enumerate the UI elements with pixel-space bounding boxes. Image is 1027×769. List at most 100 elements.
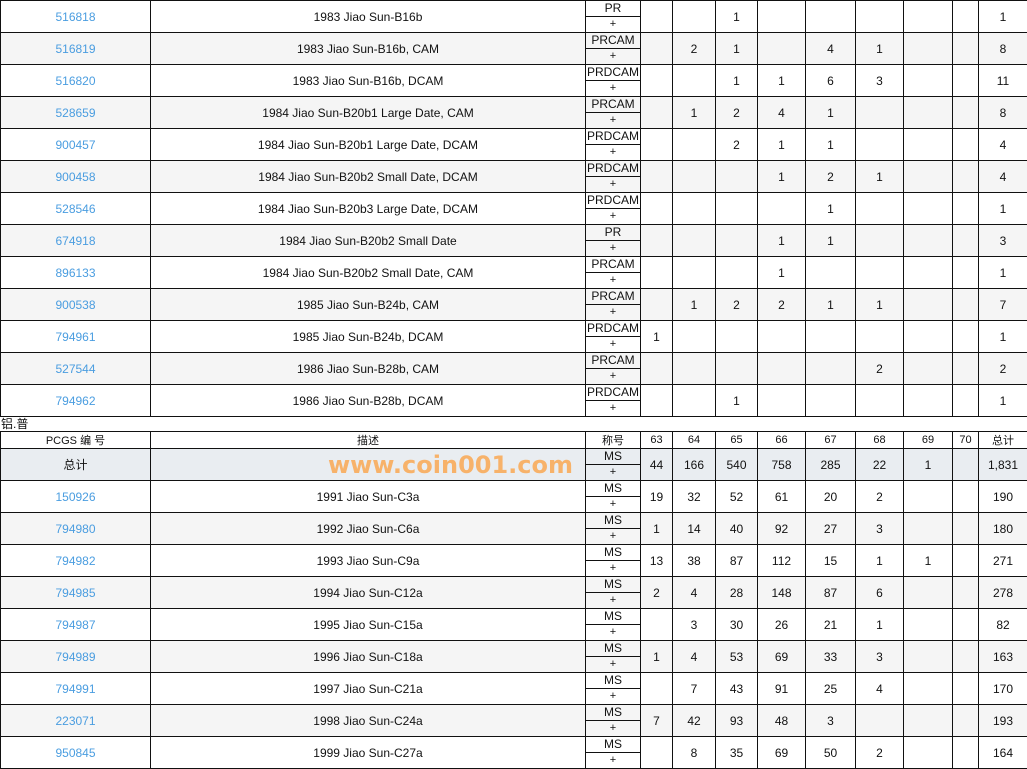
- grade-count-cell: [673, 321, 716, 353]
- designation-label: PRDCAM: [586, 161, 640, 177]
- description-cell: 1984 Jiao Sun-B20b2 Small Date: [151, 225, 586, 257]
- description-cell: 1986 Jiao Sun-B28b, CAM: [151, 353, 586, 385]
- pcgs-number-link[interactable]: 516818: [55, 10, 95, 24]
- pcgs-number-link[interactable]: 896133: [55, 266, 95, 280]
- grade-count-cell: 92: [758, 513, 806, 545]
- pcgs-number-link[interactable]: 900538: [55, 298, 95, 312]
- total-cell: 164: [979, 737, 1027, 769]
- grade-count-cell: [758, 33, 806, 65]
- designation-label: MS: [586, 609, 640, 625]
- grade-count-cell: [904, 705, 953, 737]
- pcgs-number-link[interactable]: 794982: [55, 554, 95, 568]
- grade-count-cell: [904, 193, 953, 225]
- pcgs-number-link[interactable]: 150926: [55, 490, 95, 504]
- pcgs-number-cell: 794982: [1, 545, 151, 577]
- grade-count-cell: [758, 321, 806, 353]
- grade-count-cell: 3: [856, 513, 904, 545]
- plus-label: +: [586, 497, 640, 512]
- grade-count-cell: [904, 161, 953, 193]
- grade-count-cell: 1: [758, 129, 806, 161]
- total-cell: 82: [979, 609, 1027, 641]
- designation-cell: PRDCAM+: [586, 161, 641, 193]
- grade-count-cell: [758, 193, 806, 225]
- pcgs-number-link[interactable]: 516819: [55, 42, 95, 56]
- pcgs-number-link[interactable]: 794991: [55, 682, 95, 696]
- grade-count-cell: 1: [856, 33, 904, 65]
- grade-count-cell: [953, 193, 979, 225]
- grade-count-cell: 14: [673, 513, 716, 545]
- pcgs-number-link[interactable]: 223071: [55, 714, 95, 728]
- grade-count-cell: [953, 577, 979, 609]
- plus-label: +: [586, 17, 640, 32]
- pcgs-number-link[interactable]: 527544: [55, 362, 95, 376]
- pcgs-number-link[interactable]: 516820: [55, 74, 95, 88]
- pcgs-number-link[interactable]: 900457: [55, 138, 95, 152]
- pcgs-number-link[interactable]: 900458: [55, 170, 95, 184]
- plus-label: +: [586, 49, 640, 64]
- designation-cell: MS+: [586, 545, 641, 577]
- grade-count-cell: [641, 225, 673, 257]
- header-desig: 称号: [586, 432, 641, 449]
- grade-count-cell: 1: [716, 65, 758, 97]
- plus-label: +: [586, 113, 640, 128]
- grade-count-cell: [806, 257, 856, 289]
- header-grade: 70: [953, 432, 979, 449]
- grade-count-cell: [641, 161, 673, 193]
- grade-count-cell: [716, 257, 758, 289]
- header-grade: 63: [641, 432, 673, 449]
- pcgs-number-link[interactable]: 794987: [55, 618, 95, 632]
- pcgs-number-link[interactable]: 674918: [55, 234, 95, 248]
- pcgs-number-cell: 950845: [1, 737, 151, 769]
- grade-count-cell: 1: [758, 65, 806, 97]
- pcgs-number-link[interactable]: 794980: [55, 522, 95, 536]
- grade-count-cell: [953, 161, 979, 193]
- pcgs-number-link[interactable]: 528546: [55, 202, 95, 216]
- grade-count-cell: 1: [641, 513, 673, 545]
- pcgs-number-link[interactable]: 950845: [55, 746, 95, 760]
- grade-count-cell: [904, 321, 953, 353]
- pcgs-number-link[interactable]: 794989: [55, 650, 95, 664]
- grade-count-cell: 1: [806, 129, 856, 161]
- header-pcgs: PCGS 编 号: [1, 432, 151, 449]
- designation-cell: PRDCAM+: [586, 385, 641, 417]
- plus-label: +: [586, 465, 640, 480]
- pcgs-number-cell: 900458: [1, 161, 151, 193]
- pcgs-number-link[interactable]: 528659: [55, 106, 95, 120]
- grade-count-cell: [904, 1, 953, 33]
- grade-count-cell: [641, 385, 673, 417]
- grade-count-cell: 35: [716, 737, 758, 769]
- grade-count-cell: 1: [904, 449, 953, 481]
- plus-label: +: [586, 369, 640, 384]
- grade-count-cell: [856, 257, 904, 289]
- pcgs-number-link[interactable]: 794985: [55, 586, 95, 600]
- grade-count-cell: 33: [806, 641, 856, 673]
- grade-count-cell: 2: [673, 33, 716, 65]
- grade-count-cell: 42: [673, 705, 716, 737]
- grade-count-cell: 87: [806, 577, 856, 609]
- grade-count-cell: 3: [806, 705, 856, 737]
- plus-label: +: [586, 593, 640, 608]
- designation-label: MS: [586, 449, 640, 465]
- grade-count-cell: 43: [716, 673, 758, 705]
- total-cell: 3: [979, 225, 1027, 257]
- description-cell: 1993 Jiao Sun-C9a: [151, 545, 586, 577]
- designation-label: PRDCAM: [586, 321, 640, 337]
- pcgs-number-cell: 527544: [1, 353, 151, 385]
- grade-count-cell: [716, 161, 758, 193]
- grade-count-cell: [953, 289, 979, 321]
- pcgs-number-link[interactable]: 794961: [55, 330, 95, 344]
- grade-count-cell: 758: [758, 449, 806, 481]
- plus-label: +: [586, 241, 640, 256]
- grade-count-cell: [641, 33, 673, 65]
- designation-cell: PRDCAM+: [586, 193, 641, 225]
- grade-count-cell: 19: [641, 481, 673, 513]
- pcgs-number-cell: 896133: [1, 257, 151, 289]
- plus-label: +: [586, 145, 640, 160]
- designation-cell: PRCAM+: [586, 353, 641, 385]
- pcgs-number-link[interactable]: 794962: [55, 394, 95, 408]
- total-cell: 4: [979, 129, 1027, 161]
